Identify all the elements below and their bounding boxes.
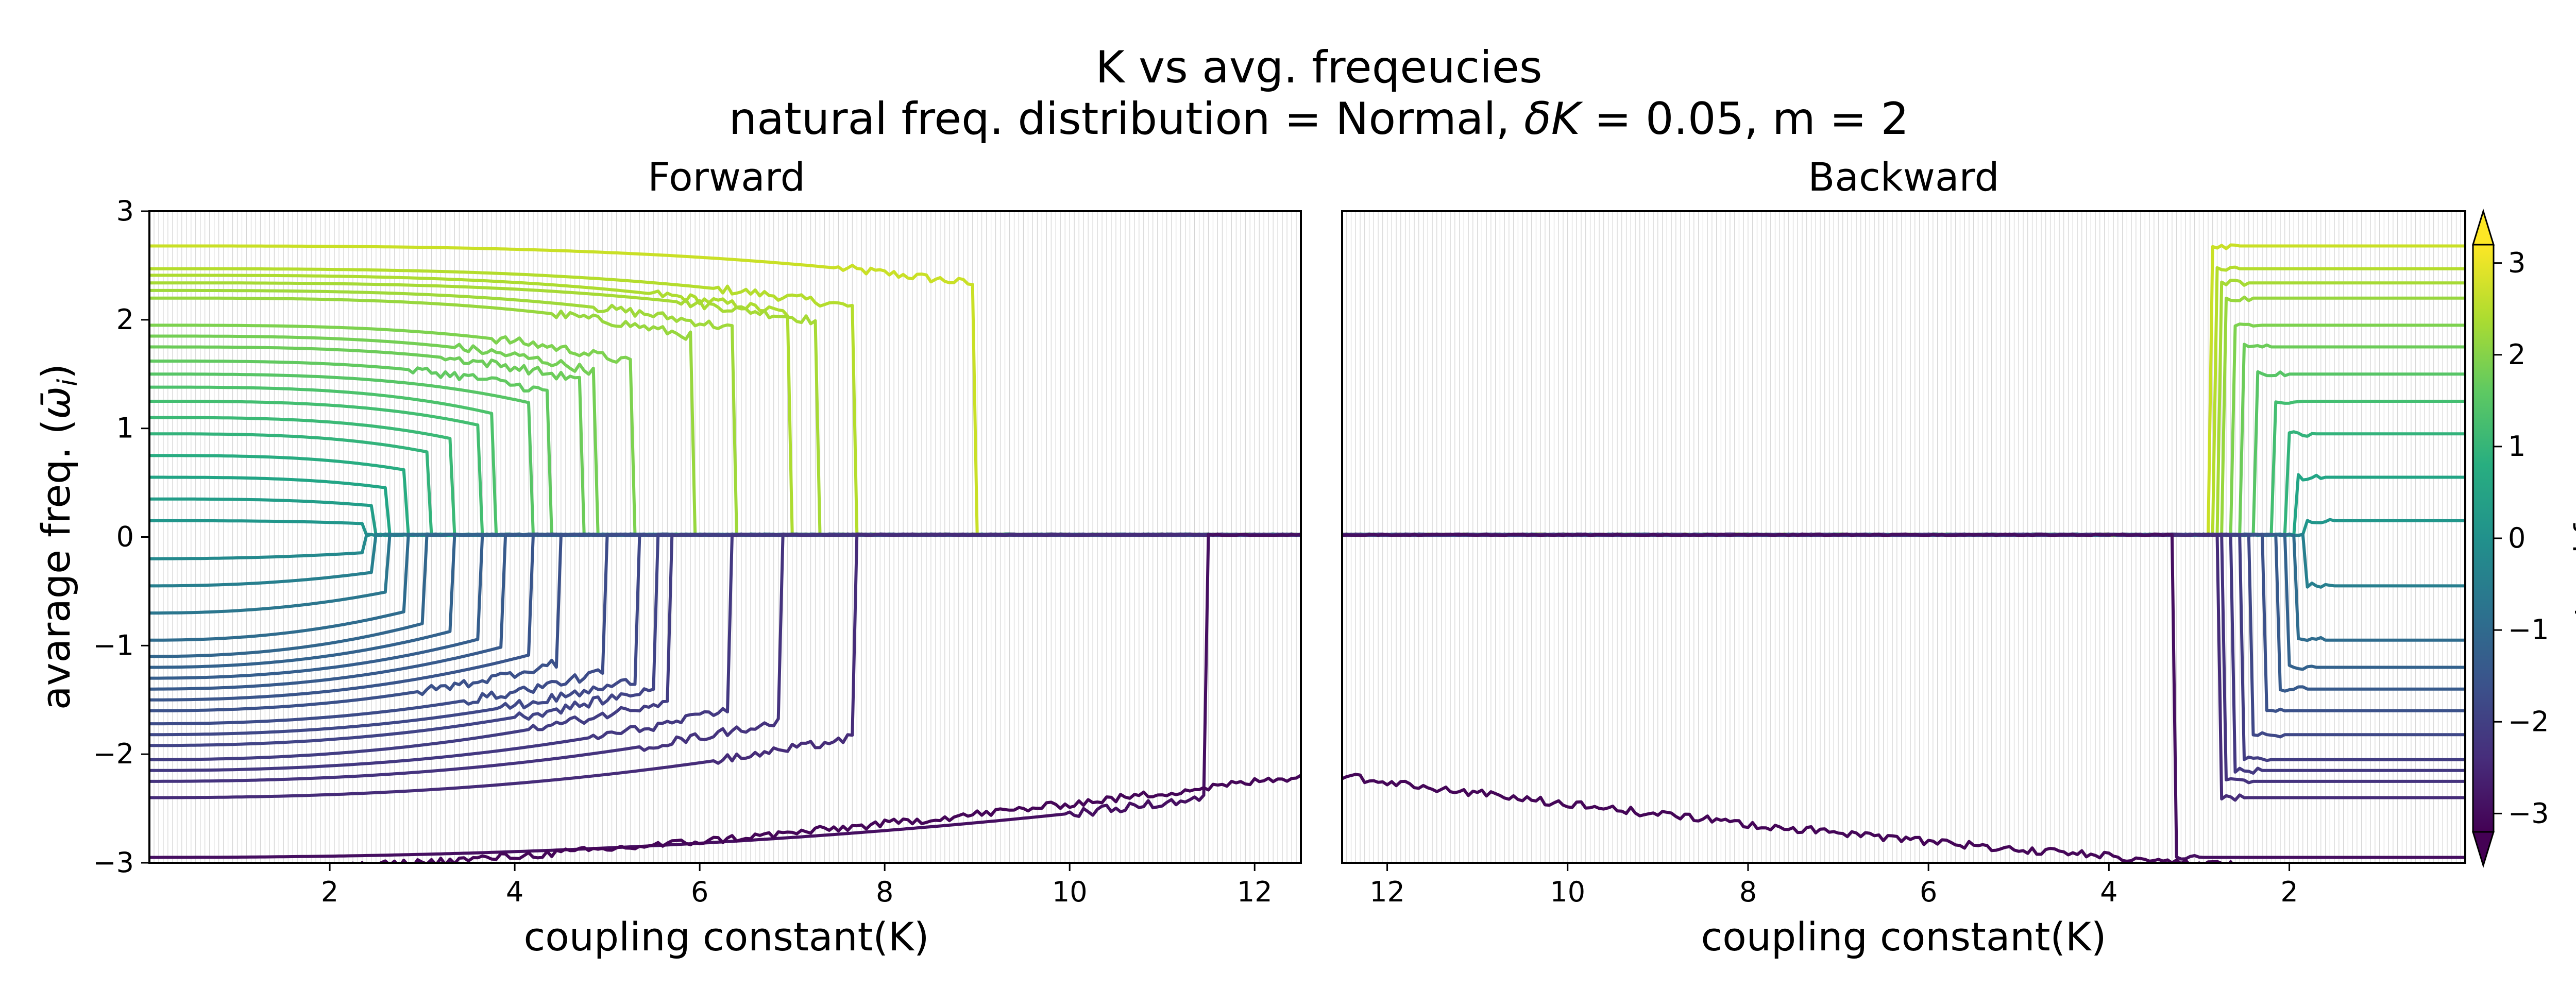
x-tick-label: 12 [1369, 876, 1405, 908]
series-line [149, 532, 1301, 747]
series-line [324, 774, 1301, 863]
series-line [149, 532, 1301, 615]
series-line [149, 296, 1301, 537]
series-line [149, 334, 1301, 537]
colorbar-gradient [2473, 245, 2494, 832]
series-line [149, 416, 1301, 537]
colorbar-tick-label: −1 [2508, 613, 2549, 646]
x-tick-label: 6 [1920, 876, 1937, 908]
y-tick-label: 1 [116, 412, 134, 445]
forward-y-axis-label: avarage freq. (ω̄i) [33, 364, 83, 710]
series-line [149, 532, 1301, 859]
series-line [149, 532, 1301, 772]
backward-series-group [1342, 243, 2465, 863]
series-line [149, 532, 1301, 712]
colorbar-tick-label: −3 [2508, 797, 2549, 829]
backward-panel: Backward 12 10 8 6 4 2 coupling constant(K) [1341, 154, 2466, 960]
backward-axes-frame [1341, 210, 2466, 864]
colorbar: 3 2 1 0 −1 −2 −3 natural freq. ωi [2471, 208, 2576, 868]
backward-x-ticks: 12 10 8 6 4 2 [1369, 863, 2298, 908]
backward-panel-title: Backward [1808, 154, 1999, 200]
colorbar-label: natural freq. ωi [2568, 421, 2576, 655]
series-line [149, 532, 1301, 799]
series-line [149, 532, 1301, 658]
x-tick-label: 8 [876, 876, 893, 908]
x-tick-label: 4 [506, 876, 523, 908]
backward-x-axis-label: coupling constant(K) [1701, 914, 2106, 960]
y-tick-label: 2 [116, 303, 134, 336]
forward-x-ticks: 2 4 6 8 10 12 [321, 863, 1273, 908]
series-line [149, 432, 1301, 537]
figure-title: K vs avg. freqeucies [1095, 42, 1542, 93]
series-line [149, 267, 1301, 537]
series-line [1342, 473, 2465, 537]
colorbar-tick-label: 3 [2508, 247, 2526, 279]
figure-subtitle: natural freq. distribution = Normal, δK … [729, 93, 1909, 145]
x-tick-label: 8 [1739, 876, 1757, 908]
series-line [149, 532, 1301, 761]
series-line [1342, 532, 2465, 642]
y-tick-label: −2 [93, 738, 134, 770]
x-tick-label: 2 [321, 876, 338, 908]
x-tick-label: 2 [2280, 876, 2298, 908]
series-line [149, 532, 1301, 560]
series-line [149, 281, 1301, 537]
forward-x-axis-label: coupling constant(K) [523, 914, 929, 960]
series-line [1342, 773, 2273, 863]
series-line [149, 345, 1301, 537]
colorbar-tick-label: −2 [2508, 705, 2549, 738]
series-line [149, 532, 1301, 588]
series-line [149, 475, 1301, 537]
x-tick-label: 10 [1550, 876, 1585, 908]
colorbar-tick-label: 2 [2508, 338, 2526, 371]
series-line [1342, 532, 2465, 861]
x-tick-label: 12 [1237, 876, 1273, 908]
series-line [149, 323, 1301, 537]
y-tick-label: 0 [116, 521, 134, 553]
y-tick-label: −1 [93, 629, 134, 661]
series-line [149, 359, 1301, 537]
forward-panel-title: Forward [648, 154, 805, 200]
colorbar-extend-min [2471, 831, 2495, 868]
colorbar-tick-label: 1 [2508, 430, 2526, 463]
colorbar-tick-label: 0 [2508, 522, 2526, 554]
forward-y-ticks: 3 2 1 0 −1 −2 −3 [93, 195, 149, 879]
series-line [149, 532, 1301, 642]
y-tick-label: 3 [116, 195, 134, 227]
series-line [149, 532, 1301, 691]
y-tick-label: −3 [93, 846, 134, 879]
series-line [149, 372, 1301, 537]
series-line [149, 497, 1301, 537]
x-tick-label: 6 [691, 876, 708, 908]
x-tick-label: 4 [2100, 876, 2117, 908]
colorbar-ticks: 3 2 1 0 −1 −2 −3 [2494, 247, 2549, 829]
series-line [149, 532, 1301, 702]
colorbar-extend-max [2471, 208, 2495, 246]
forward-series-group [149, 244, 1301, 863]
x-tick-label: 10 [1052, 876, 1088, 908]
